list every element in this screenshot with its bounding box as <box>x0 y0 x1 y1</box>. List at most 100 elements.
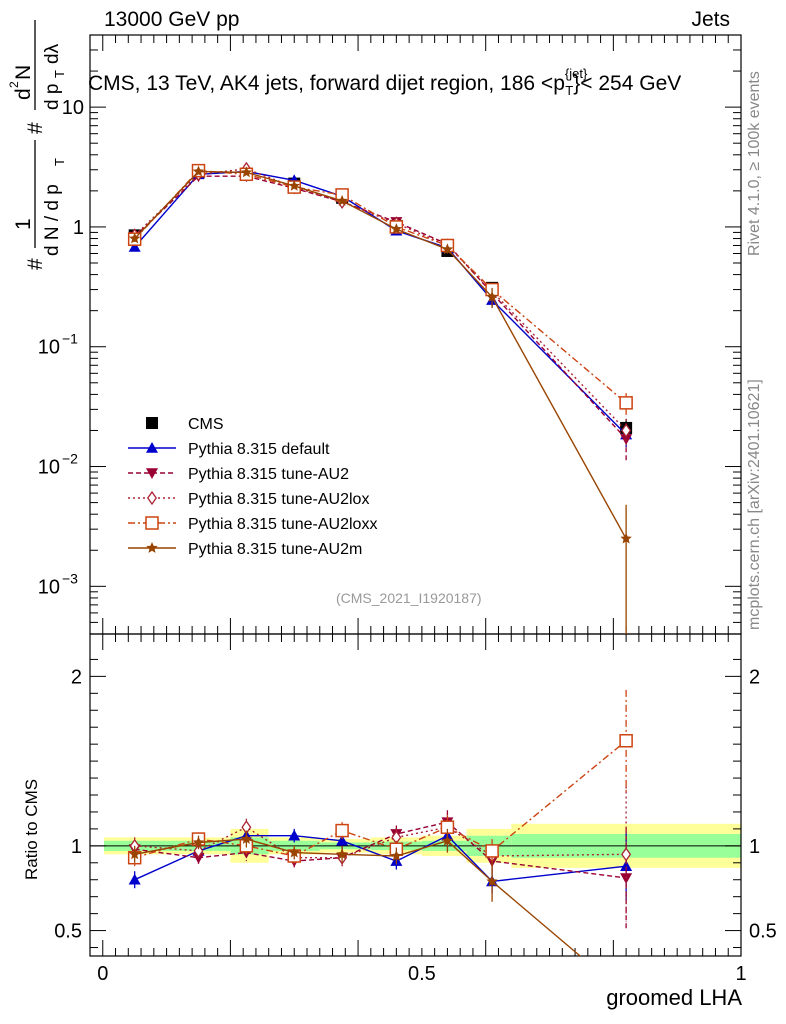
point-au2m <box>486 291 498 302</box>
ratio-point-default <box>288 829 301 841</box>
ratio-point-au2loxx <box>485 844 499 858</box>
ratio-ytick-label-2: 2 <box>71 666 82 688</box>
chart-title: CMS, 13 TeV, AK4 jets, forward dijet reg… <box>88 66 682 99</box>
main-ytick-label-4: 10 <box>62 97 84 119</box>
y-label-hash-2: # <box>24 122 47 134</box>
ratio-point-au2loxx <box>619 734 633 748</box>
ratio-ytick-label-right-0: 0.5 <box>749 921 777 943</box>
y-label-dpt: d p <box>42 84 63 110</box>
point-au2loxx <box>619 396 633 410</box>
series-default <box>128 165 633 448</box>
main-ytick-label-2: 10 <box>38 337 60 359</box>
main-ytick-exp-1: −2 <box>62 451 78 467</box>
ratio-ytick-label-right-1: 1 <box>749 836 760 858</box>
ratio-uncertainty-bands <box>90 823 741 868</box>
main-panel-series <box>127 161 633 634</box>
point-au2m <box>336 194 348 206</box>
point-au2m <box>129 232 141 244</box>
x-tick-label-2: 1 <box>735 963 746 985</box>
ratio-point-default <box>336 834 349 846</box>
point-au2m <box>192 165 205 177</box>
legend-label-au2m: Pythia 8.315 tune-AU2m <box>188 541 362 558</box>
legend: CMS Pythia 8.315 default Pythia 8.315 tune… <box>128 416 377 558</box>
point-au2m <box>441 243 454 255</box>
line-default <box>134 170 627 435</box>
ratio-ytick-label-1: 1 <box>71 836 82 858</box>
header-left-label: 13000 GeV pp <box>104 8 240 31</box>
main-ytick-exp-2: −1 <box>62 331 78 347</box>
series-cms <box>128 166 633 439</box>
legend-label-cms: CMS <box>188 416 224 433</box>
main-ytick-label-0: 10 <box>38 576 60 598</box>
ratio-panel-series <box>127 689 633 957</box>
y-label-hash: # <box>24 258 47 270</box>
y-label-d2n: d <box>12 88 35 100</box>
series-au2lox <box>129 161 632 446</box>
x-tick-label-0: 0 <box>97 963 108 985</box>
ratio-point-au2 <box>620 873 633 885</box>
analysis-reference: (CMS_2021_I1920187) <box>336 590 482 606</box>
title-main: CMS, 13 TeV, AK4 jets, forward dijet reg… <box>88 72 565 95</box>
ratio-point-au2m <box>441 834 454 846</box>
ratio-point-au2 <box>192 852 205 864</box>
point-au2m <box>620 532 632 544</box>
ratio-line-au2loxx <box>134 740 627 859</box>
ratio-series-au2m <box>129 828 581 957</box>
ratio-point-au2lox <box>621 847 632 862</box>
legend-marker-default <box>146 442 158 453</box>
y-label-denominator: d N / d p <box>42 184 63 256</box>
ratio-point-au2m <box>192 836 205 848</box>
point-au2m <box>390 223 403 234</box>
ratio-ytick-label-0: 0.5 <box>54 921 82 943</box>
y-label-dlambda: dλ <box>42 43 63 64</box>
ratio-point-au2lox <box>193 843 204 859</box>
title-end: }< 254 GeV <box>573 72 682 95</box>
title-sup: {jet} <box>564 66 588 81</box>
x-axis-label: groomed LHA <box>606 985 742 1010</box>
ratio-point-au2m <box>486 875 498 887</box>
y-label-denominator-sub: T <box>52 158 67 166</box>
ratio-frame <box>89 633 742 957</box>
legend-label-au2loxx: Pythia 8.315 tune-AU2loxx <box>188 516 377 533</box>
ratio-point-au2m <box>288 846 300 858</box>
legend-marker-au2 <box>146 468 158 479</box>
ratio-point-default <box>620 860 633 871</box>
point-au2lox <box>621 423 632 438</box>
ratio-point-au2m <box>129 848 141 860</box>
main-ytick-label-3: 1 <box>73 217 84 239</box>
x-tick-label-1: 0.5 <box>408 963 436 985</box>
ratio-ytick-label-right-2: 2 <box>749 666 760 688</box>
main-ytick-label-1: 10 <box>38 457 60 479</box>
point-au2m <box>240 166 253 178</box>
line-au2 <box>134 175 627 440</box>
ratio-point-au2loxx <box>335 823 349 838</box>
ratio-point-default <box>128 873 141 885</box>
main-ytick-exp-0: −3 <box>62 570 78 586</box>
legend-label-default: Pythia 8.315 default <box>188 441 330 458</box>
series-au2m <box>129 165 632 634</box>
legend-marker-au2loxx <box>145 516 159 530</box>
y-label-d2n-sup: 2 <box>7 81 21 88</box>
legend-marker-au2lox <box>147 490 157 506</box>
line-au2loxx <box>134 169 627 404</box>
legend-label-au2lox: Pythia 8.315 tune-AU2lox <box>188 491 369 508</box>
y-label-n: N <box>12 65 35 80</box>
ratio-line-au2lox <box>134 826 627 859</box>
point-au2m <box>288 179 300 191</box>
ratio-point-au2m <box>240 833 253 844</box>
title-sub: T <box>565 83 574 99</box>
line-au2m <box>134 170 627 540</box>
ratio-point-au2m <box>336 848 348 860</box>
y-label-one: 1 <box>12 218 35 230</box>
legend-marker-au2m <box>146 542 158 553</box>
legend-label-au2: Pythia 8.315 tune-AU2 <box>188 466 349 483</box>
line-au2lox <box>134 168 627 431</box>
legend-marker-cms <box>146 417 158 429</box>
header-right-label: Jets <box>691 8 730 31</box>
y-label-dpt-sub: T <box>52 70 67 78</box>
ratio-point-au2m <box>390 850 403 861</box>
